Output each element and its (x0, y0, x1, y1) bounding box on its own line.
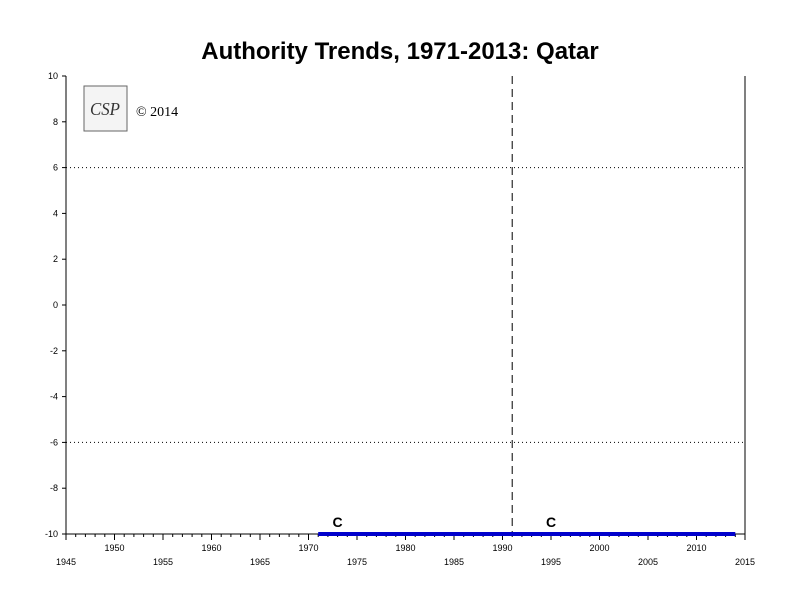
x-tick-label: 1985 (444, 557, 464, 567)
x-tick-label: 2000 (589, 543, 609, 553)
y-tick-label: 0 (53, 300, 58, 310)
plot-frame (65, 76, 746, 535)
x-tick-label: 2015 (735, 557, 755, 567)
x-tick-label: 1955 (153, 557, 173, 567)
reference-lines (66, 76, 745, 534)
x-tick-label: 1970 (298, 543, 318, 553)
y-tick-label: -10 (45, 529, 58, 539)
csp-logo: CSP © 2014 (83, 85, 178, 132)
annotation-label: C (333, 514, 343, 530)
x-tick-label: 2005 (638, 557, 658, 567)
x-tick-label: 1965 (250, 557, 270, 567)
x-tick-label: 2010 (686, 543, 706, 553)
annotation-label: C (546, 514, 556, 530)
y-tick-label: -4 (50, 392, 58, 402)
y-tick-label: 4 (53, 208, 58, 218)
x-tick-label: 1975 (347, 557, 367, 567)
x-tick-label: 1995 (541, 557, 561, 567)
x-axis-ticks: 1950 1960 1970 1980 1990 2000 2010 1945 1955 1965… (56, 534, 755, 567)
copyright-text: © 2014 (136, 105, 178, 120)
x-tick-label: 1990 (492, 543, 512, 553)
y-tick-label: 8 (53, 117, 58, 127)
chart-title: Authority Trends, 1971-2013: Qatar (201, 38, 598, 65)
y-tick-label: -6 (50, 437, 58, 447)
x-tick-label: 1980 (395, 543, 415, 553)
x-tick-label: 1945 (56, 557, 76, 567)
y-tick-label: 2 (53, 254, 58, 264)
x-tick-label: 1960 (201, 543, 221, 553)
y-tick-label: 10 (48, 71, 58, 81)
x-tick-label: 1950 (104, 543, 124, 553)
y-axis-ticks: 10 8 6 4 2 0 -2 -4 -6 -8 -10 (45, 71, 66, 539)
y-tick-label: -8 (50, 483, 58, 493)
logo-box (83, 85, 128, 132)
logo-mark: CSP (90, 99, 120, 119)
y-tick-label: -2 (50, 346, 58, 356)
y-tick-label: 6 (53, 163, 58, 173)
